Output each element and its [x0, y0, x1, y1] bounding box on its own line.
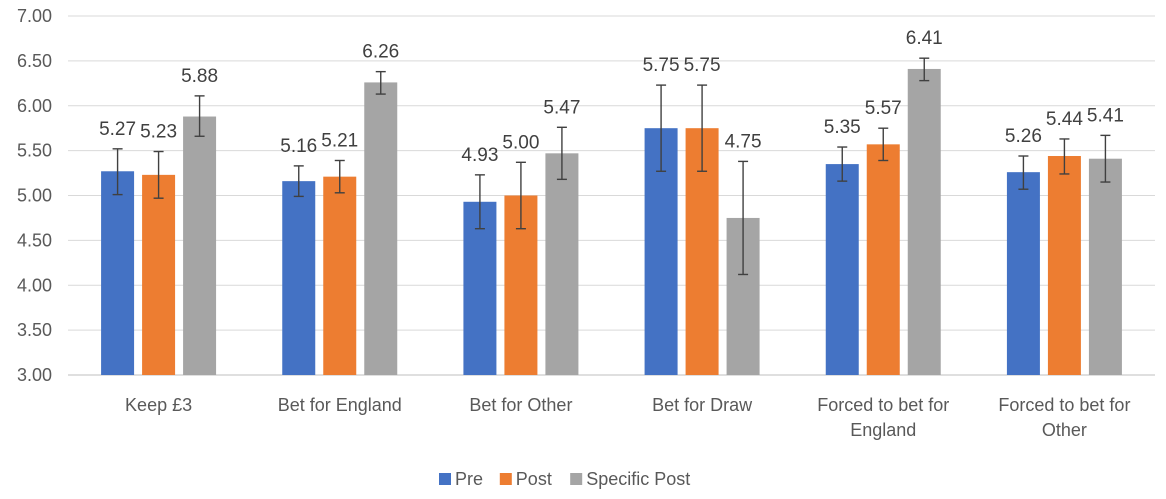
- legend-swatch: [570, 473, 583, 485]
- y-tick-label: 5.50: [17, 141, 52, 161]
- x-tick-label: Forced to bet for: [817, 395, 949, 415]
- data-label: 5.41: [1087, 105, 1124, 126]
- legend-label: Post: [516, 469, 552, 489]
- data-label: 5.26: [1005, 126, 1042, 147]
- bar-specific-post: [1088, 158, 1122, 375]
- bar-pre: [101, 171, 135, 375]
- data-label: 6.26: [362, 42, 399, 63]
- bar-post: [1047, 156, 1081, 375]
- legend-swatch: [499, 473, 512, 485]
- data-label: 5.75: [643, 55, 680, 76]
- bar-pre: [282, 181, 316, 375]
- data-label: 4.93: [461, 145, 498, 166]
- bar-specific-post: [907, 68, 941, 375]
- x-tick-label: Bet for Draw: [652, 395, 753, 415]
- y-tick-label: 3.00: [17, 365, 52, 385]
- y-tick-label: 6.50: [17, 51, 52, 71]
- bar-post: [323, 176, 357, 375]
- data-label: 5.44: [1046, 109, 1083, 130]
- y-tick-label: 5.00: [17, 186, 52, 206]
- y-axis-ticks: 3.00 3.50 4.00 4.50 5.00 5.50 6.00 6.50 7.00: [17, 6, 52, 385]
- x-axis-ticks: Keep £3 Bet for England Bet for Other Bet f…: [125, 395, 1130, 440]
- x-tick-label: Forced to bet for: [998, 395, 1130, 415]
- x-tick-label: Other: [1042, 420, 1087, 440]
- data-label: 5.47: [543, 97, 580, 118]
- y-tick-label: 4.00: [17, 275, 52, 295]
- data-label: 5.75: [684, 55, 721, 76]
- data-label: 5.21: [321, 130, 358, 151]
- y-tick-label: 6.00: [17, 96, 52, 116]
- x-tick-label: Keep £3: [125, 395, 192, 415]
- x-tick-label: Bet for England: [278, 395, 402, 415]
- data-label: 5.88: [181, 66, 218, 87]
- data-label: 4.75: [725, 131, 762, 152]
- data-label: 5.35: [824, 117, 861, 138]
- y-tick-label: 3.50: [17, 320, 52, 340]
- bar-post: [866, 144, 900, 375]
- data-label: 6.41: [906, 28, 943, 49]
- bars: [101, 68, 1122, 376]
- legend-swatch: [439, 473, 451, 485]
- bar-pre: [1006, 172, 1040, 375]
- x-tick-label: Bet for Other: [469, 395, 572, 415]
- legend-label: Pre: [455, 469, 483, 489]
- x-tick-label: England: [850, 420, 916, 440]
- data-label: 5.16: [280, 136, 317, 157]
- bar-specific-post: [545, 153, 579, 375]
- y-tick-label: 7.00: [17, 6, 52, 26]
- data-label: 5.00: [502, 132, 539, 153]
- data-label: 5.57: [865, 98, 902, 119]
- error-bars: [112, 57, 1111, 276]
- bar-specific-post: [364, 82, 398, 375]
- legend: Pre Post Specific Post: [439, 469, 690, 489]
- bar-post: [142, 174, 176, 375]
- data-label: 5.23: [140, 122, 177, 143]
- data-label: 5.27: [99, 119, 136, 140]
- gridlines: [68, 15, 1155, 376]
- bar-specific-post: [183, 116, 217, 376]
- data-labels: 5.27 5.23 5.88 5.16 5.21 6.26 4.935.005.47 5.75…: [99, 28, 1124, 166]
- bar-pre: [825, 164, 859, 375]
- y-tick-label: 4.50: [17, 230, 52, 250]
- legend-label: Specific Post: [586, 469, 690, 489]
- bar-pre: [463, 201, 497, 375]
